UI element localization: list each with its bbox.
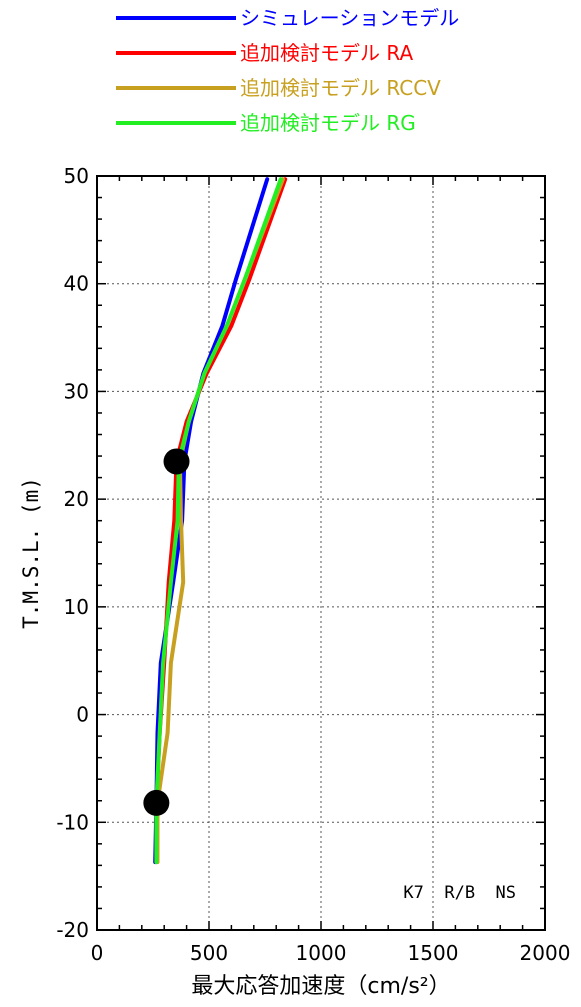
legend-label: 追加検討モデル RG <box>240 111 416 135</box>
y-tick-label: 10 <box>64 595 89 619</box>
y-axis-label: T.M.S.L. (m) <box>19 477 43 629</box>
legend-label: 追加検討モデル RCCV <box>240 76 441 100</box>
legend-label: シミュレーションモデル <box>240 6 459 30</box>
x-tick-label: 500 <box>190 941 228 965</box>
x-axis-label: 最大応答加速度（cm/s²） <box>191 974 450 999</box>
y-tick-label: -10 <box>56 810 89 834</box>
series-line-4 <box>154 177 283 865</box>
y-tick-label: -20 <box>56 918 89 942</box>
legend-label: 追加検討モデル RA <box>240 41 413 65</box>
markers-layer <box>143 448 190 816</box>
point-marker <box>163 448 190 475</box>
y-tick-label: 50 <box>64 164 89 188</box>
chart-annotation: K7 R/B NS <box>403 883 516 903</box>
series-layer <box>153 177 288 865</box>
plot-frame <box>96 175 546 931</box>
x-tick-label: 1000 <box>296 941 347 965</box>
grid-lines <box>97 176 545 930</box>
y-tick-label: 40 <box>64 272 89 296</box>
tick-labels: 0 500 1000 1500 2000 -20 -10 0 10 20 30 40 50 <box>56 164 570 965</box>
x-tick-label: 2000 <box>520 941 571 965</box>
y-tick-label: 20 <box>64 487 89 511</box>
y-tick-label: 30 <box>64 379 89 403</box>
x-tick-label: 0 <box>91 941 104 965</box>
point-marker <box>143 789 170 816</box>
y-tick-label: 0 <box>76 703 89 727</box>
x-tick-label: 1500 <box>408 941 459 965</box>
